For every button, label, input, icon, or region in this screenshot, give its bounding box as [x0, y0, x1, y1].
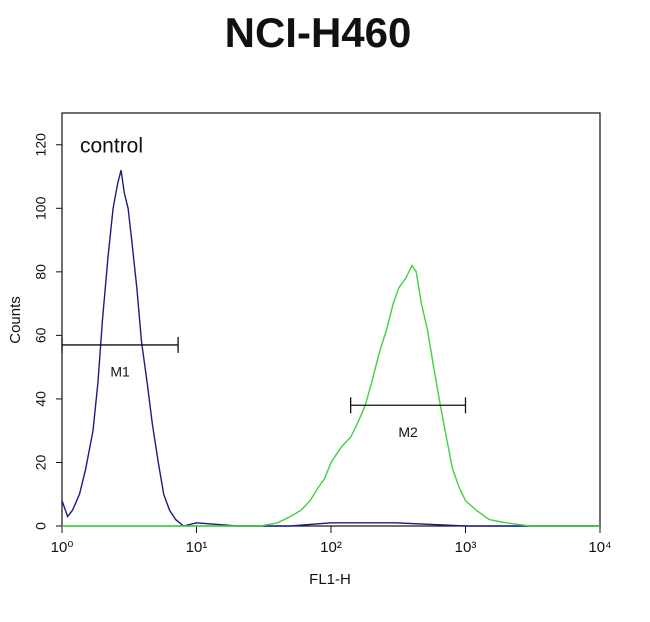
- x-tick-label: 10⁴: [588, 539, 611, 556]
- x-tick-label: 10³: [455, 539, 477, 556]
- y-tick-label: 80: [33, 264, 49, 280]
- histogram-line: [62, 264, 600, 527]
- y-tick-label: 60: [33, 327, 49, 343]
- chart-title: NCI-H460: [225, 9, 412, 56]
- annotation: control: [80, 135, 143, 158]
- x-axis-label: FL1-H: [309, 571, 351, 588]
- y-tick-label: 0: [33, 522, 49, 530]
- x-tick-label: 10¹: [186, 539, 208, 556]
- y-axis-label: Counts: [7, 296, 24, 344]
- y-tick-label: 100: [33, 196, 49, 220]
- histogram-line: [61, 170, 600, 527]
- gate-label: M1: [110, 364, 130, 380]
- y-tick-label: 40: [33, 391, 49, 407]
- y-tick-label: 120: [33, 133, 49, 157]
- y-tick-label: 20: [33, 454, 49, 470]
- gate-label: M2: [398, 424, 418, 440]
- x-tick-label: 10²: [320, 539, 342, 556]
- x-tick-label: 10⁰: [51, 539, 74, 556]
